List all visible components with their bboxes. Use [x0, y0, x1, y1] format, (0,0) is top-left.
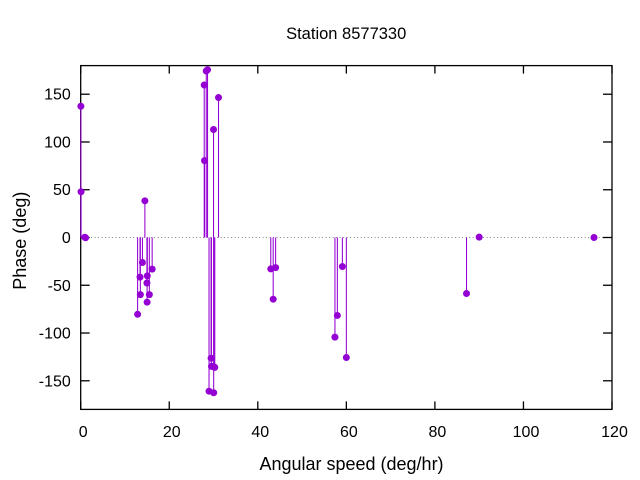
svg-text:-150: -150 [39, 373, 71, 390]
svg-text:0: 0 [62, 230, 71, 247]
svg-text:Phase (deg): Phase (deg) [10, 192, 30, 290]
svg-text:60: 60 [340, 424, 358, 441]
svg-text:120: 120 [601, 424, 628, 441]
svg-text:100: 100 [44, 135, 71, 152]
svg-text:150: 150 [44, 87, 71, 104]
svg-text:-100: -100 [39, 326, 71, 343]
svg-text:20: 20 [163, 424, 181, 441]
svg-text:50: 50 [53, 182, 71, 199]
svg-text:Station 8577330: Station 8577330 [286, 25, 406, 43]
svg-text:40: 40 [251, 424, 269, 441]
svg-text:80: 80 [429, 424, 447, 441]
svg-text:-50: -50 [48, 278, 71, 295]
svg-text:100: 100 [513, 424, 540, 441]
svg-text:0: 0 [79, 424, 88, 441]
svg-text:Angular speed (deg/hr): Angular speed (deg/hr) [259, 454, 443, 474]
